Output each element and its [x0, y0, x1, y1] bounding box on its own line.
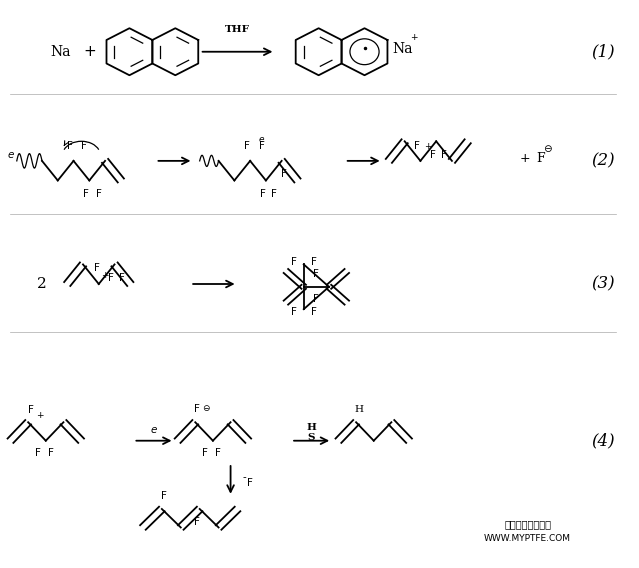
Text: F: F [536, 152, 544, 165]
Text: F: F [291, 307, 296, 317]
Text: F: F [27, 405, 34, 415]
Text: +: + [424, 142, 432, 151]
Text: e: e [7, 151, 13, 160]
Text: F: F [83, 189, 89, 199]
Text: 中国聚四氟乙烯网: 中国聚四氟乙烯网 [504, 520, 551, 529]
Text: F: F [313, 269, 320, 279]
Text: F: F [194, 517, 199, 528]
Text: F: F [94, 264, 100, 273]
Text: S: S [307, 433, 315, 442]
Text: +: + [410, 34, 418, 42]
Text: e: e [150, 424, 157, 435]
Text: H: H [355, 406, 364, 415]
Text: F: F [313, 294, 320, 304]
Text: F: F [161, 491, 167, 500]
Text: +: + [36, 411, 43, 420]
Text: +: + [102, 270, 109, 279]
Text: F: F [430, 150, 436, 160]
Text: F: F [81, 141, 86, 151]
Text: F: F [108, 273, 114, 283]
Text: (2): (2) [592, 152, 615, 169]
Text: F: F [244, 141, 250, 151]
Text: +: + [519, 152, 530, 165]
Text: ⊖: ⊖ [543, 144, 552, 153]
Text: F: F [311, 307, 317, 317]
Text: -: - [243, 472, 246, 482]
Text: F: F [281, 169, 286, 179]
Text: F: F [260, 189, 266, 199]
Text: F: F [35, 448, 41, 458]
Text: F: F [442, 150, 447, 160]
Text: F: F [194, 404, 200, 414]
Text: H: H [306, 423, 316, 432]
Text: Na: Na [392, 42, 413, 56]
Text: (3): (3) [592, 275, 615, 293]
Text: Na: Na [50, 45, 71, 59]
Text: F: F [96, 189, 102, 199]
Text: THF: THF [225, 25, 250, 34]
Text: F: F [48, 448, 54, 458]
Text: F: F [247, 478, 252, 488]
Text: F: F [414, 141, 420, 151]
Text: WWW.MYPTFE.COM: WWW.MYPTFE.COM [484, 534, 571, 543]
Text: e: e [259, 135, 265, 144]
Text: F: F [215, 448, 221, 458]
Text: F: F [270, 189, 277, 199]
Text: +: + [83, 44, 96, 59]
Text: 2: 2 [37, 277, 47, 291]
Text: ⊖: ⊖ [202, 404, 210, 414]
Text: F: F [119, 273, 125, 283]
Text: F: F [68, 141, 73, 151]
Text: (1): (1) [592, 43, 615, 60]
Text: F: F [311, 257, 317, 266]
Text: F: F [203, 448, 208, 458]
Text: F: F [259, 141, 265, 151]
Text: (4): (4) [592, 432, 615, 449]
Text: F: F [291, 257, 296, 266]
